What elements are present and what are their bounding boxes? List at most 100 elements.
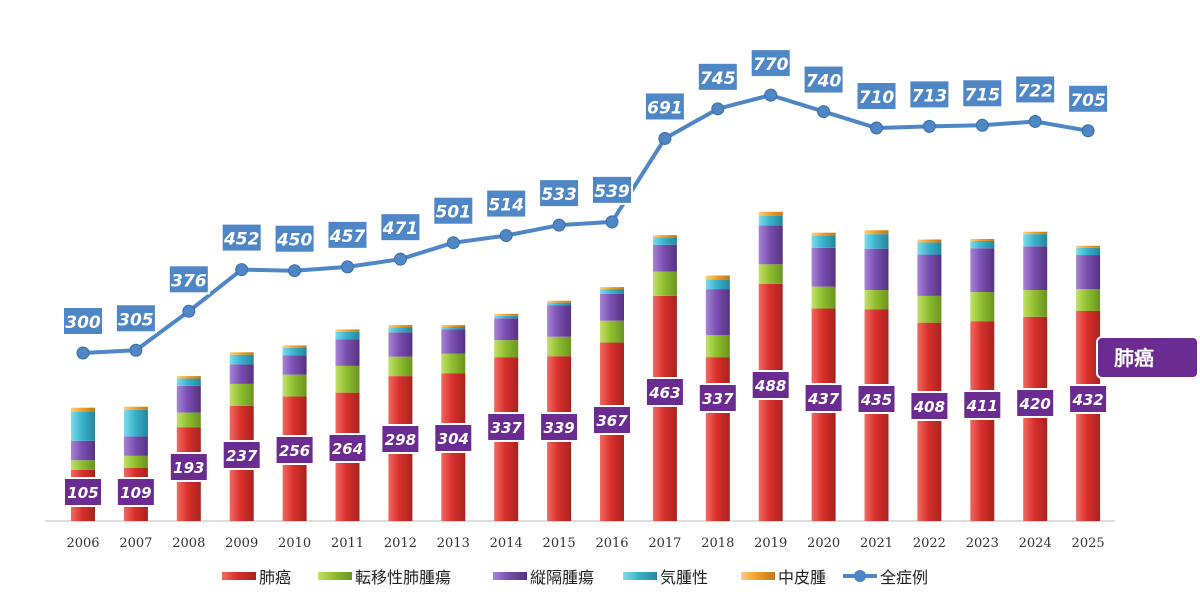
bar-mediastinal-2025 xyxy=(1076,255,1101,290)
bar-mesothelioma-2008 xyxy=(176,376,201,379)
bar-mediastinal-2017 xyxy=(652,244,677,272)
bar-mesothelioma-2024 xyxy=(1023,231,1048,235)
label-box-lung-cancer-2015 xyxy=(539,412,580,442)
bar-lung-cancer-2019 xyxy=(758,283,783,521)
x-tick-label-2008: 2008 xyxy=(172,536,205,551)
x-tick-label-2021: 2021 xyxy=(860,536,893,551)
bar-mediastinal-2016 xyxy=(600,293,624,321)
data-label-total-2022: 713 xyxy=(912,86,948,106)
data-label-lung-cancer-2016: 367 xyxy=(596,412,628,430)
bar-emphysema-2022 xyxy=(917,242,942,255)
bar-mediastinal-2012 xyxy=(388,332,413,357)
data-label-lung-cancer-2024: 420 xyxy=(1019,395,1051,413)
bar-metastatic-2021 xyxy=(864,290,889,310)
legend-label-metastatic: 転移性肺腫瘍 xyxy=(355,568,451,587)
data-label-total-2012: 471 xyxy=(382,219,419,239)
legend-label-mediastinal: 縦隔腫瘍 xyxy=(530,568,594,587)
bar-metastatic-2007 xyxy=(123,455,148,469)
bar-lung-cancer-2022 xyxy=(917,322,942,521)
label-box-total-2006 xyxy=(62,306,104,336)
point-total-2013 xyxy=(446,236,460,250)
x-tick-label-2014: 2014 xyxy=(490,536,523,551)
bar-mediastinal-2006 xyxy=(71,440,95,461)
bar-emphysema-2006 xyxy=(71,411,95,441)
label-box-total-2021 xyxy=(855,81,898,112)
bar-emphysema-2015 xyxy=(547,302,572,306)
label-box-total-2019 xyxy=(749,48,792,79)
label-box-total-2018 xyxy=(696,61,739,92)
legend-label-lung-cancer: 肺癌 xyxy=(259,568,291,587)
x-tick-label-2012: 2012 xyxy=(384,536,417,551)
label-box-total-2023 xyxy=(961,78,1004,109)
bar-mesothelioma-2018 xyxy=(705,275,730,280)
point-total-2018 xyxy=(711,102,725,116)
x-tick-label-2018: 2018 xyxy=(701,536,734,551)
bar-mesothelioma-2015 xyxy=(547,300,572,303)
bar-metastatic-2022 xyxy=(917,295,942,323)
bar-mesothelioma-2012 xyxy=(388,325,413,328)
data-label-total-2020: 740 xyxy=(806,72,842,92)
label-box-lung-cancer-2024 xyxy=(1015,388,1056,418)
bar-metastatic-2012 xyxy=(388,356,413,377)
data-label-lung-cancer-2009: 237 xyxy=(226,447,258,465)
legend-swatch-metastatic xyxy=(318,572,352,580)
bar-mediastinal-2019 xyxy=(758,225,783,265)
bar-mesothelioma-2023 xyxy=(970,239,995,241)
bar-mesothelioma-2020 xyxy=(811,232,836,236)
data-label-total-2014: 514 xyxy=(488,196,524,216)
point-total-2012 xyxy=(393,252,407,266)
data-label-total-2016: 539 xyxy=(594,182,630,202)
data-label-lung-cancer-2015: 339 xyxy=(543,419,574,437)
bar-emphysema-2018 xyxy=(705,279,730,290)
legend-label-mesothelioma: 中皮腫 xyxy=(778,568,826,587)
data-label-lung-cancer-2006: 105 xyxy=(67,484,98,502)
point-total-2006 xyxy=(76,346,90,360)
legend-swatch-total-marker xyxy=(854,570,866,582)
x-tick-label-2009: 2009 xyxy=(225,536,258,551)
label-box-lung-cancer-2012 xyxy=(380,424,421,454)
legend-swatch-mesothelioma xyxy=(741,572,775,580)
data-label-lung-cancer-2020: 437 xyxy=(807,390,840,408)
bar-metastatic-2016 xyxy=(600,320,624,343)
bar-metastatic-2020 xyxy=(811,286,836,309)
bar-lung-cancer-2018 xyxy=(705,357,730,521)
bar-metastatic-2024 xyxy=(1023,290,1048,317)
bar-mesothelioma-2006 xyxy=(71,407,95,412)
point-total-2016 xyxy=(605,215,619,229)
x-tick-label-2006: 2006 xyxy=(66,536,99,551)
x-tick-label-2017: 2017 xyxy=(648,536,681,551)
data-label-total-2021: 710 xyxy=(859,88,895,108)
point-total-2022 xyxy=(922,119,936,133)
data-label-total-2019: 770 xyxy=(753,55,789,75)
bar-mediastinal-2008 xyxy=(176,385,201,413)
callout-label: 肺癌 xyxy=(1114,346,1154,370)
data-label-lung-cancer-2025: 432 xyxy=(1071,391,1103,409)
bar-lung-cancer-2017 xyxy=(652,295,677,521)
point-total-2020 xyxy=(817,105,831,119)
label-box-total-2024 xyxy=(1014,74,1057,105)
bar-emphysema-2012 xyxy=(388,327,413,333)
bar-mesothelioma-2016 xyxy=(600,287,624,290)
data-label-total-2007: 305 xyxy=(118,310,154,330)
data-label-lung-cancer-2011: 264 xyxy=(332,440,363,458)
bar-mediastinal-2021 xyxy=(864,248,889,291)
label-box-lung-cancer-2016 xyxy=(592,405,632,435)
bar-lung-cancer-2024 xyxy=(1023,316,1048,521)
bar-mediastinal-2013 xyxy=(441,329,466,354)
label-box-lung-cancer-2011 xyxy=(327,433,368,463)
label-box-total-2015 xyxy=(538,178,581,209)
label-box-total-2012 xyxy=(379,212,422,243)
bars-layer xyxy=(71,211,1101,521)
label-box-lung-cancer-2009 xyxy=(221,440,262,470)
data-label-lung-cancer-2012: 298 xyxy=(385,431,416,449)
bar-mesothelioma-2010 xyxy=(282,345,307,348)
data-label-lung-cancer-2019: 488 xyxy=(754,377,786,395)
label-box-total-2017 xyxy=(643,91,686,122)
bar-mesothelioma-2021 xyxy=(864,230,889,235)
label-box-total-2025 xyxy=(1067,83,1110,114)
bar-mediastinal-2011 xyxy=(335,339,360,366)
x-tick-label-2007: 2007 xyxy=(119,536,152,551)
callout-box: 肺癌 xyxy=(1096,336,1199,379)
bar-mediastinal-2023 xyxy=(970,248,995,292)
